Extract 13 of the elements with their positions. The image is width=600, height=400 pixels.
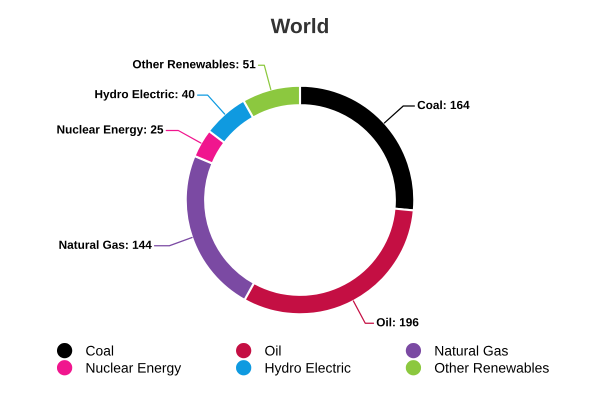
data-label: Other Renewables: 51 <box>132 60 256 68</box>
data-label: Nuclear Energy: 25 <box>57 124 164 136</box>
data-label: Coal: 164 <box>418 100 470 110</box>
legend-label: Nuclear Energy <box>86 362 182 376</box>
legend-label: Coal <box>86 345 114 356</box>
legend-label: Natural Gas <box>435 345 508 356</box>
data-label: Oil: 196 <box>376 318 418 326</box>
data-label: Natural Gas: 144 <box>59 240 152 249</box>
legend-label: Other Renewables <box>434 362 549 373</box>
data-label: Hydro Electric: 40 <box>95 90 194 101</box>
legend-label: Oil <box>265 345 281 356</box>
legend-label: Hydro Electric <box>266 362 351 376</box>
chart-title: World <box>270 18 328 34</box>
